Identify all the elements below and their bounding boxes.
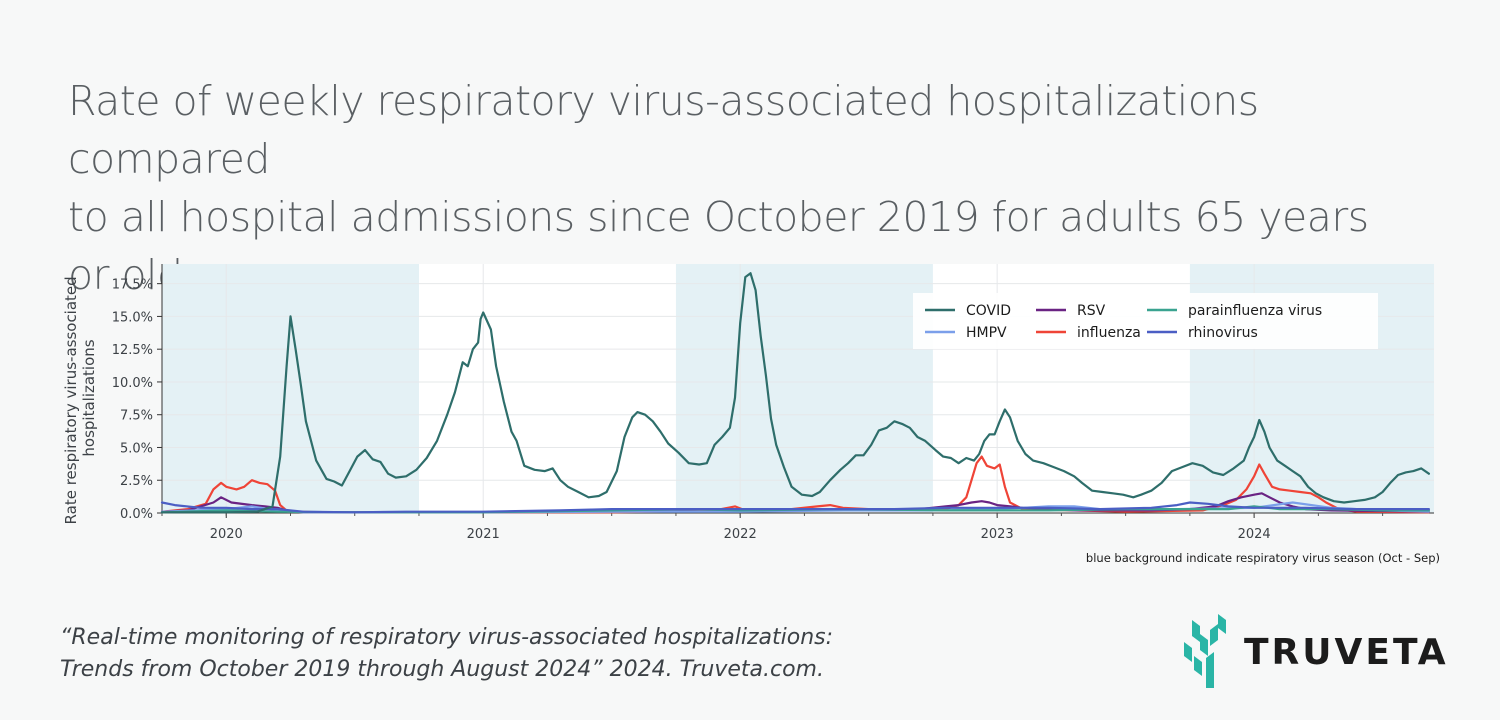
truveta-mark-icon <box>1184 614 1226 688</box>
axes: 0.0% 2.5% 5.0% 7.5% 10.0% 12.5% 15.0% 17.5% 2020… <box>112 264 1434 542</box>
line-chart: 0.0% 2.5% 5.0% 7.5% 10.0% 12.5% 15.0% 17.5% 2020… <box>62 264 1440 565</box>
legend-label: parainfluenza virus <box>1188 303 1322 319</box>
y-axis-label-line-1: Rate respiratory virus-associated <box>62 276 80 524</box>
y-tick-label: 7.5% <box>120 409 153 424</box>
title-line-1: Rate of weekly respiratory virus-associa… <box>68 77 1259 183</box>
season-band-1 <box>162 264 419 513</box>
season-footnote: blue background indicate respiratory vir… <box>1086 551 1440 565</box>
y-tick-label: 17.5% <box>112 278 153 293</box>
season-band-2 <box>675 264 933 513</box>
citation: “Real-time monitoring of respiratory vir… <box>60 622 833 686</box>
legend: COVID RSV parainfluenza virus HMPV influenza… <box>913 293 1378 349</box>
title-line-2: to all hospital admissions since October… <box>68 193 1369 241</box>
y-tick-label: 15.0% <box>112 310 153 325</box>
legend-label: HMPV <box>966 325 1007 341</box>
truveta-logo: TRUVETA <box>1180 612 1460 692</box>
y-tick-label: 12.5% <box>112 343 153 358</box>
y-tick-label: 0.0% <box>120 507 153 522</box>
y-tick-label: 5.0% <box>120 441 153 456</box>
series-lines <box>160 272 1430 514</box>
x-tick-label: 2020 <box>210 527 243 542</box>
legend-label: COVID <box>966 303 1011 319</box>
y-axis-label-line-2: hospitalizations <box>80 339 98 456</box>
logo-wordmark: TRUVETA <box>1244 632 1449 673</box>
legend-label: rhinovirus <box>1188 325 1258 341</box>
x-tick-label: 2023 <box>981 527 1014 542</box>
legend-label: RSV <box>1077 303 1106 319</box>
y-axis-label: Rate respiratory virus-associated hospit… <box>62 272 98 525</box>
series-line-covid <box>160 272 1430 514</box>
citation-line-2: Trends from October 2019 through August … <box>60 657 824 682</box>
series-line-rhinovirus <box>160 501 1430 514</box>
x-tick-label: 2022 <box>724 527 757 542</box>
series-line-influenza <box>160 455 1430 514</box>
x-tick-label: 2024 <box>1238 527 1271 542</box>
x-tick-label: 2021 <box>467 527 500 542</box>
page-title: Rate of weekly respiratory virus-associa… <box>68 72 1448 304</box>
y-tick-label: 2.5% <box>120 474 153 489</box>
y-tick-label: 10.0% <box>112 376 153 391</box>
citation-line-1: “Real-time monitoring of respiratory vir… <box>60 625 834 650</box>
legend-label: influenza <box>1077 325 1141 341</box>
